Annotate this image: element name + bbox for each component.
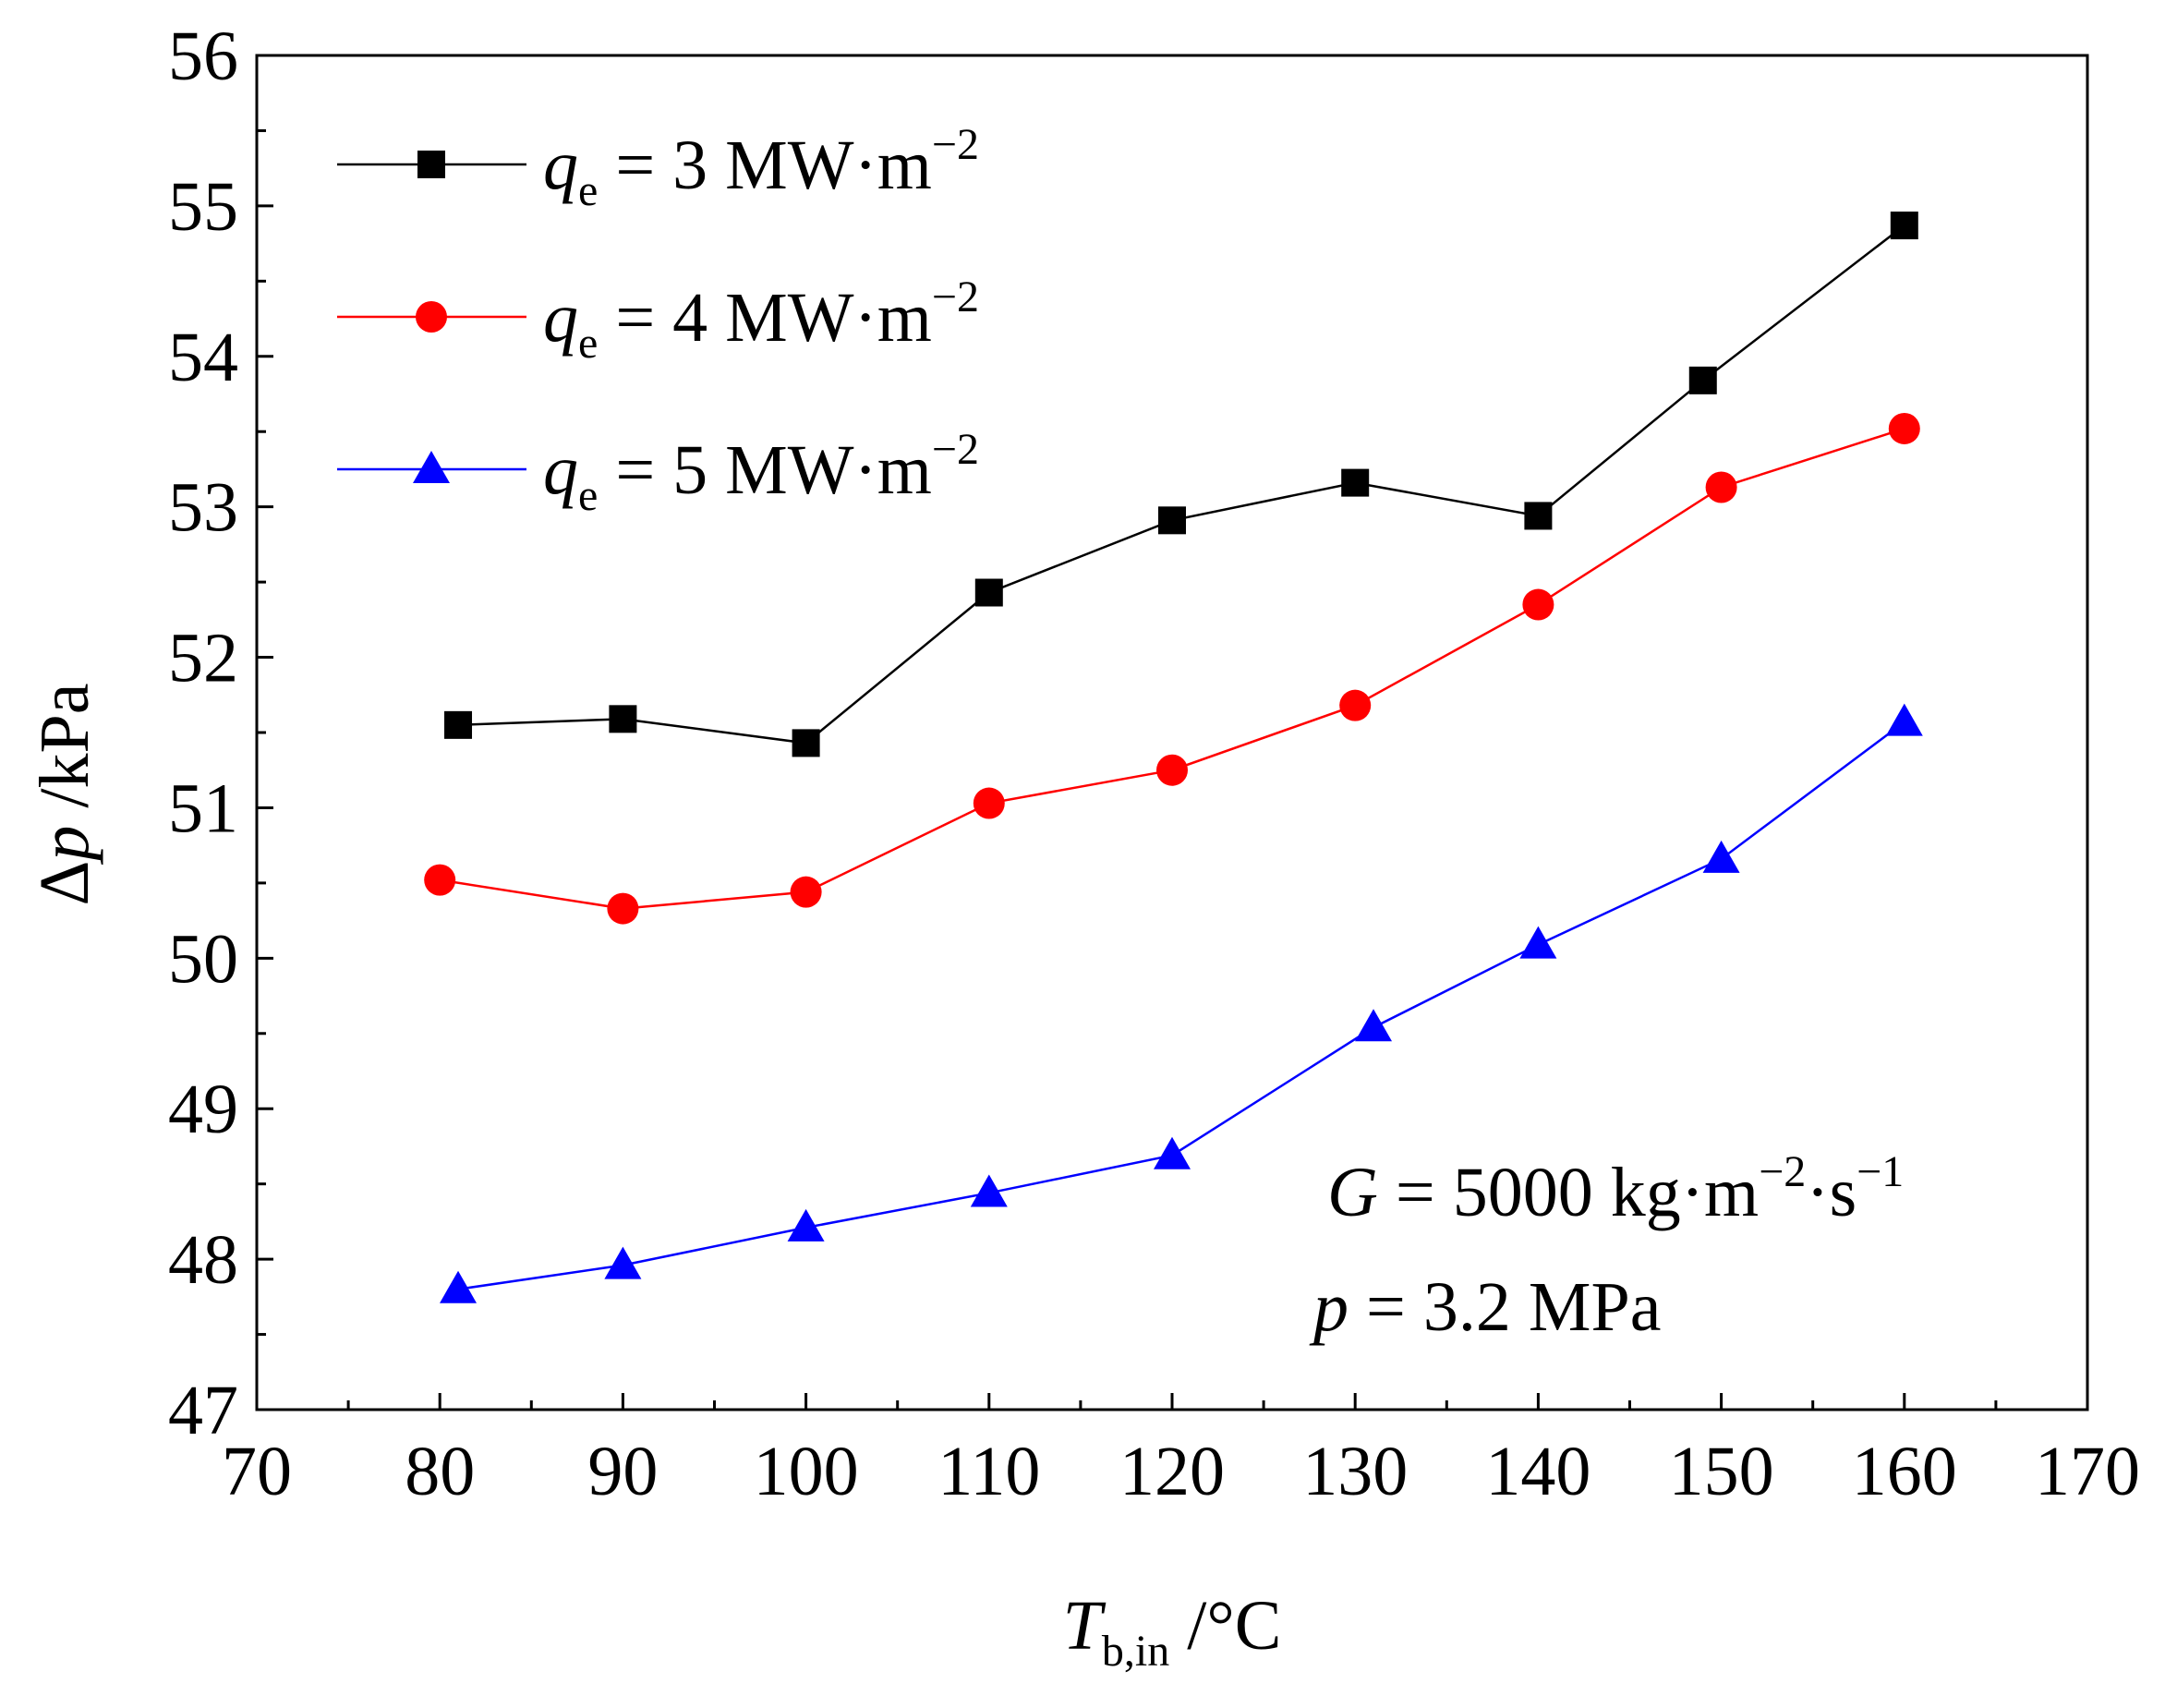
y-axis-label-main: p xyxy=(26,826,103,866)
y-tick-label: 54 xyxy=(168,319,238,396)
legend-item-3: qe = 5 MW·m−2 xyxy=(337,425,979,520)
y-axis-ticks: 47 48 49 50 51 52 53 54 55 56 xyxy=(168,18,273,1449)
y-tick-label: 48 xyxy=(168,1221,238,1299)
data-point xyxy=(1355,1009,1393,1042)
x-tick-label: 70 xyxy=(222,1433,292,1510)
annotation-mass-flux-sup1: −2 xyxy=(1759,1147,1806,1196)
annotation-pressure: p = 3.2 MPa xyxy=(1309,1268,1661,1346)
legend-label-sup: −2 xyxy=(932,120,979,169)
data-point xyxy=(609,705,637,733)
data-point xyxy=(787,1208,825,1242)
data-point xyxy=(792,729,820,757)
annotation-mass-flux-text2: ·s xyxy=(1806,1154,1857,1231)
legend-marker xyxy=(416,301,447,333)
data-point xyxy=(1519,926,1557,959)
x-tick-label: 150 xyxy=(1669,1433,1774,1510)
x-tick-label: 170 xyxy=(2035,1433,2140,1510)
legend-label-text: = 5 MW·m xyxy=(598,431,932,509)
data-point xyxy=(970,1174,1008,1207)
series-1 xyxy=(444,212,1918,757)
data-point xyxy=(604,1246,642,1279)
legend-label-text: = 3 MW·m xyxy=(598,127,932,204)
legend-label-q: q xyxy=(543,127,578,204)
annotation-pressure-text: = 3.2 MPa xyxy=(1349,1268,1661,1346)
x-tick-label: 80 xyxy=(405,1433,475,1510)
x-tick-label: 120 xyxy=(1119,1433,1225,1510)
x-tick-label: 160 xyxy=(1852,1433,1957,1510)
x-tick-label: 130 xyxy=(1302,1433,1408,1510)
legend-item-2: qe = 4 MW·m−2 xyxy=(337,273,979,368)
x-axis-label-main: T xyxy=(1063,1587,1107,1665)
annotation-mass-flux-symbol: G xyxy=(1327,1154,1378,1231)
x-tick-label: 140 xyxy=(1485,1433,1590,1510)
series-3 xyxy=(440,703,1923,1303)
legend-marker xyxy=(417,151,445,178)
x-axis-label: Tb,in /°C xyxy=(1063,1587,1282,1676)
series-2 xyxy=(424,412,1920,925)
legend-label-sub: e xyxy=(578,471,598,520)
data-point xyxy=(1158,506,1186,535)
x-tick-label: 110 xyxy=(937,1433,1040,1510)
data-point xyxy=(790,876,822,908)
data-point xyxy=(424,864,456,896)
data-point xyxy=(1705,471,1737,503)
data-point xyxy=(1154,1136,1191,1169)
x-axis-label-unit: /°C xyxy=(1169,1587,1281,1665)
x-axis-label-sub: b,in xyxy=(1102,1627,1169,1676)
data-point xyxy=(1522,588,1554,621)
y-axis-label-unit: /kPa xyxy=(26,684,103,826)
x-axis-ticks: 70 80 90 100 110 120 130 140 150 160 170 xyxy=(222,1393,2140,1510)
data-point xyxy=(1341,468,1370,497)
y-axis-label-delta: Δ xyxy=(26,861,103,906)
data-point xyxy=(1885,703,1923,736)
y-tick-label: 51 xyxy=(168,769,238,847)
legend-label-sup: −2 xyxy=(932,425,979,474)
y-tick-label: 50 xyxy=(168,920,238,998)
legend-label: qe = 4 MW·m−2 xyxy=(543,273,979,368)
annotation-mass-flux: G = 5000 kg·m−2·s−1 xyxy=(1327,1147,1904,1231)
legend-label-q: q xyxy=(543,431,578,509)
x-tick-label: 90 xyxy=(587,1433,658,1510)
data-point xyxy=(973,787,1005,819)
y-tick-label: 47 xyxy=(168,1372,238,1449)
y-tick-label: 55 xyxy=(168,168,238,246)
data-point xyxy=(440,1270,478,1303)
data-point xyxy=(974,578,1003,607)
legend-label-text: = 4 MW·m xyxy=(598,279,932,357)
annotation-mass-flux-sup2: −1 xyxy=(1857,1147,1904,1196)
y-tick-label: 49 xyxy=(168,1071,238,1148)
data-point xyxy=(1339,689,1372,721)
series-layer xyxy=(424,212,1923,1303)
data-point xyxy=(1888,412,1920,444)
legend-label: qe = 3 MW·m−2 xyxy=(543,120,979,215)
data-point xyxy=(1688,366,1717,394)
legend-label-sub: e xyxy=(578,319,598,368)
data-point xyxy=(1702,840,1740,873)
y-axis-label: Δp /kPa xyxy=(26,684,103,906)
legend: qe = 3 MW·m−2qe = 4 MW·m−2qe = 5 MW·m−2 xyxy=(337,120,979,520)
y-tick-label: 52 xyxy=(168,620,238,697)
legend-label-q: q xyxy=(543,279,578,357)
data-point xyxy=(1524,502,1553,530)
y-tick-label: 53 xyxy=(168,469,238,547)
annotation-mass-flux-text: = 5000 kg·m xyxy=(1378,1154,1759,1231)
x-tick-label: 100 xyxy=(754,1433,859,1510)
legend-marker xyxy=(413,451,450,483)
data-point xyxy=(1156,754,1188,786)
data-point xyxy=(607,892,639,925)
y-tick-label: 56 xyxy=(168,18,238,95)
annotation-pressure-symbol: p xyxy=(1309,1268,1349,1346)
legend-label: qe = 5 MW·m−2 xyxy=(543,425,979,520)
legend-label-sub: e xyxy=(578,166,598,215)
legend-item-1: qe = 3 MW·m−2 xyxy=(337,120,979,215)
legend-label-sup: −2 xyxy=(932,273,979,321)
data-point xyxy=(444,710,473,739)
data-point xyxy=(1890,212,1918,240)
